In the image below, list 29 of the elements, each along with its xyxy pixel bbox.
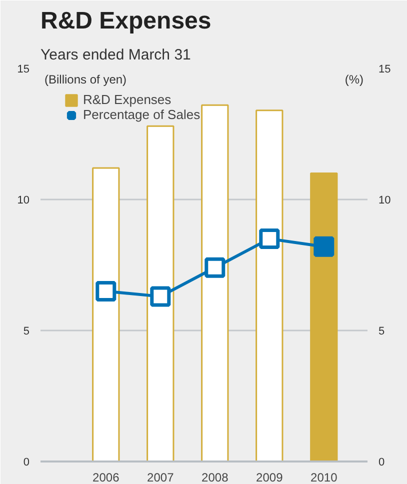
- y-tick-label: 10: [17, 194, 30, 206]
- point: [150, 286, 171, 307]
- y-tick-label: 15: [17, 64, 30, 76]
- y2-tick-label: 5: [378, 326, 385, 338]
- chart-title: R&D Expenses: [40, 8, 212, 34]
- legend-label: Percentage of Sales: [83, 107, 200, 122]
- y2-tick-label: 15: [378, 64, 391, 76]
- x-tick-label: 2010: [310, 470, 338, 484]
- bar: [201, 104, 229, 462]
- bar: [92, 167, 120, 462]
- chart-subtitle: Years ended March 31: [40, 46, 191, 64]
- point: [314, 236, 334, 257]
- bar: [146, 125, 174, 462]
- y2-axis-title: (%): [344, 72, 364, 86]
- point: [96, 280, 116, 302]
- point: [204, 257, 226, 278]
- x-tick-label: 2007: [147, 470, 174, 484]
- x-tick-label: 2006: [92, 470, 120, 484]
- point: [259, 228, 280, 250]
- y-tick-label: 0: [23, 456, 30, 468]
- legend-label: R&D Expenses: [83, 92, 172, 107]
- y-tick-label: 5: [23, 326, 30, 338]
- x-tick-label: 2009: [256, 470, 284, 484]
- y2-tick-label: 0: [378, 456, 385, 468]
- y-axis-title: (Billions of yen): [44, 72, 127, 86]
- bar: [256, 110, 284, 462]
- y2-tick-label: 10: [378, 194, 391, 206]
- x-tick-label: 2008: [202, 470, 229, 484]
- bar: [310, 172, 338, 462]
